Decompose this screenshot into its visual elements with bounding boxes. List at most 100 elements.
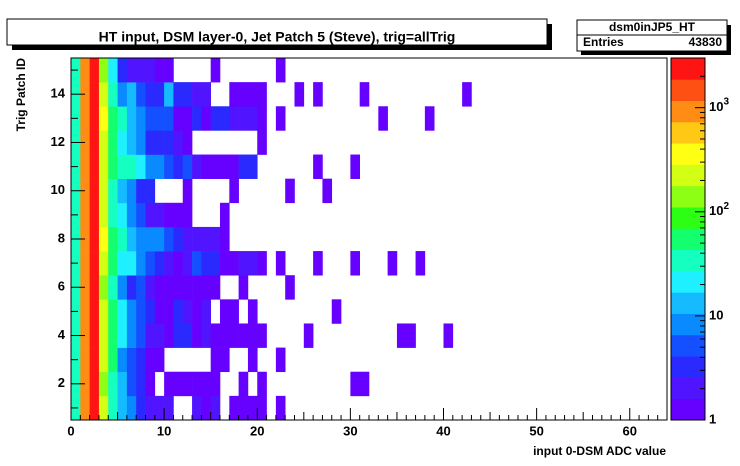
y-tick-label: 2 (58, 375, 65, 390)
heatmap-cell (136, 154, 146, 179)
heatmap-cell (108, 299, 118, 324)
heatmap-cell (80, 154, 90, 179)
heatmap-cell (117, 202, 128, 228)
heatmap-cell (424, 106, 435, 131)
heatmap-cell (201, 299, 211, 324)
heatmap-cell (126, 106, 137, 131)
heatmap-cell (164, 395, 174, 421)
heatmap-cell (173, 299, 184, 324)
stats-entries-value: 43830 (689, 35, 723, 49)
heatmap-cell (192, 226, 202, 252)
heatmap-cell (313, 154, 323, 179)
x-tick-label: 50 (529, 423, 543, 438)
color-scale-band (671, 228, 705, 251)
chart-title: HT input, DSM layer-0, Jet Patch 5 (Stev… (99, 29, 456, 45)
color-scale-band (671, 100, 705, 123)
heatmap-cell (145, 178, 156, 204)
heatmap-cell (229, 154, 239, 179)
color-scale-band (671, 356, 705, 378)
heatmap-cell (201, 154, 211, 179)
heatmap-cell (238, 395, 249, 421)
heatmap-cell (220, 226, 230, 252)
heatmap-cell (108, 251, 118, 276)
heatmap-cell (89, 251, 100, 276)
heatmap-cell (192, 275, 202, 300)
heatmap-cell (201, 251, 211, 276)
heatmap-cell (257, 106, 267, 131)
heatmap-cell (80, 130, 90, 155)
heatmap-cell (154, 251, 165, 276)
heatmap-cell (210, 106, 221, 131)
heatmap-cell (117, 395, 128, 421)
heatmap-cell (108, 323, 118, 348)
heatmap-cell (89, 106, 100, 131)
color-scale-band (671, 270, 705, 293)
x-axis: 0 10 20 30 40 50 60 (67, 408, 668, 438)
heatmap-cell (98, 58, 109, 83)
color-scale-band (671, 398, 705, 421)
heatmap-cell (275, 58, 286, 83)
heatmap-cell (108, 202, 118, 228)
heatmap-cell (145, 202, 156, 228)
heatmap-cell (350, 371, 360, 397)
heatmap-cell (210, 58, 221, 83)
heatmap-cell (145, 58, 156, 83)
color-scale-band (671, 249, 705, 272)
heatmap-cell (192, 371, 202, 397)
heatmap-cell (229, 106, 239, 131)
heatmap-cell (164, 202, 174, 228)
heatmap-cell (406, 323, 416, 348)
heatmap-cell (145, 323, 156, 348)
heatmap-cell (154, 58, 165, 83)
heatmap-cell (257, 395, 267, 421)
heatmap-cell (80, 106, 90, 131)
heatmap-cell (80, 202, 90, 228)
heatmap-cell (136, 395, 146, 421)
heatmap-cell (257, 371, 267, 397)
heatmap-cell (192, 154, 202, 179)
heatmap-cell (462, 82, 472, 107)
heatmap-cell (154, 299, 165, 324)
heatmap-cell (89, 347, 100, 373)
x-tick-label: 10 (157, 423, 171, 438)
stats-entries-label: Entries (583, 35, 624, 49)
heatmap-cell (126, 58, 137, 83)
heatmap-cell (136, 323, 146, 348)
heatmap-cell (182, 106, 193, 131)
heatmap-cell (136, 106, 146, 131)
heatmap-cell (173, 106, 184, 131)
heatmap-cell (136, 202, 146, 228)
heatmap-cell (275, 347, 286, 373)
heatmap-cell (136, 226, 146, 252)
heatmap-cell (117, 371, 128, 397)
heatmap-cell (201, 82, 211, 107)
heatmap-cell (182, 299, 193, 324)
y-tick-label: 12 (51, 134, 65, 149)
color-scale-label: 103 (709, 96, 729, 114)
heatmap-cell (303, 323, 314, 348)
heatmap-cell (98, 154, 109, 179)
heatmap-cell (182, 275, 193, 300)
color-scale-band (671, 334, 705, 357)
heatmap-cell (210, 154, 221, 179)
heatmap-cell (80, 82, 90, 107)
y-axis-label: Trig Patch ID (14, 58, 28, 132)
heatmap-cell (117, 251, 128, 276)
heatmap-cell (98, 323, 109, 348)
heatmap-cell (238, 323, 249, 348)
heatmap-cell (229, 299, 239, 324)
heatmap-cell (257, 130, 267, 155)
y-tick-label: 14 (51, 86, 66, 101)
heatmap-cell (145, 275, 156, 300)
heatmap-cell (145, 299, 156, 324)
heatmap-cell (275, 251, 286, 276)
heatmap-cell (89, 395, 100, 421)
heatmap-cell (89, 178, 100, 204)
heatmap-cell (154, 323, 165, 348)
heatmap-cell (201, 106, 211, 131)
heatmap-cell (192, 323, 202, 348)
heatmap-cell (210, 323, 221, 348)
heatmap-cell (182, 226, 193, 252)
color-scale-label: 1 (709, 411, 716, 426)
heatmap-cell (98, 299, 109, 324)
